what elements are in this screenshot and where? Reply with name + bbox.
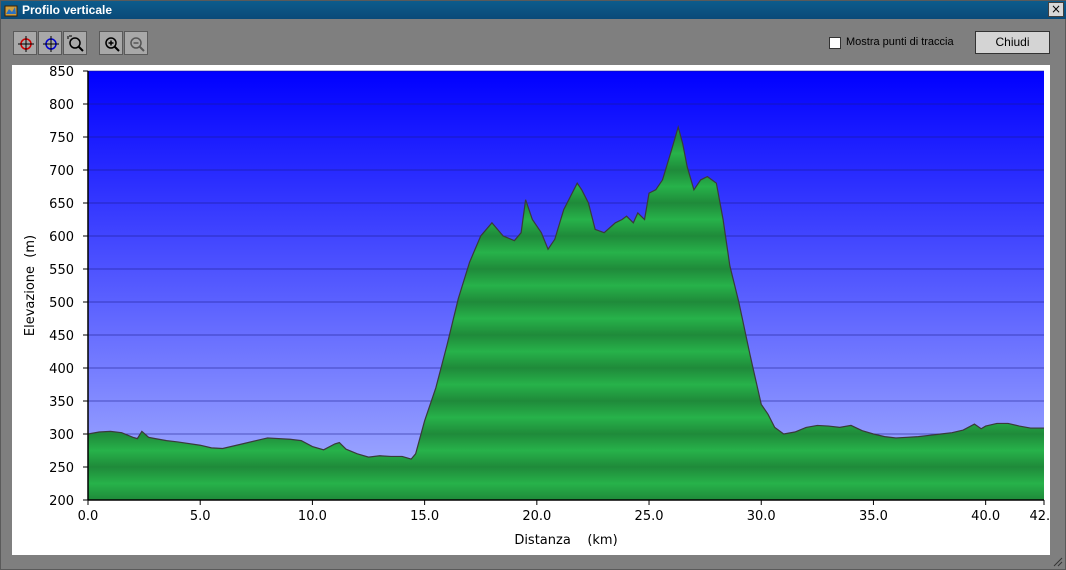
y-tick-labels: 200 250 300 350 400 450 500 550 600 650 700 750 800 8… — [49, 65, 88, 509]
zoom-out-button[interactable] — [124, 31, 148, 55]
x-tick-label: 15.0 — [410, 509, 439, 524]
y-tick-label: 600 — [49, 230, 74, 245]
x-tick-label: 30.0 — [747, 509, 776, 524]
target-blue-button[interactable] — [38, 31, 62, 55]
x-tick-labels: 0.0 5.0 10.0 15.0 20.0 25.0 30.0 35.0 40.0 42.6 — [78, 500, 1050, 524]
y-tick-label: 350 — [49, 395, 74, 410]
y-tick-label: 750 — [49, 131, 74, 146]
zoom-area-icon — [67, 35, 84, 52]
app-icon — [4, 3, 18, 17]
x-tick-label: 40.0 — [971, 509, 1000, 524]
target-red-icon — [18, 36, 34, 52]
elevation-chart-svg: 200 250 300 350 400 450 500 550 600 650 700 750 800 8… — [23, 65, 1050, 548]
y-tick-label: 550 — [49, 263, 74, 278]
target-red-button[interactable] — [13, 31, 37, 55]
target-blue-icon — [43, 36, 59, 52]
y-tick-label: 300 — [49, 428, 74, 443]
show-points-checkbox[interactable] — [829, 37, 841, 49]
y-tick-label: 700 — [49, 164, 74, 179]
zoom-out-icon — [130, 37, 145, 52]
close-button[interactable]: Chiudi — [975, 31, 1050, 54]
y-tick-label: 650 — [49, 197, 74, 212]
zoom-in-icon — [105, 37, 120, 52]
close-icon[interactable]: × — [1048, 2, 1064, 17]
x-tick-label: 25.0 — [635, 509, 664, 524]
x-tick-label: 0.0 — [78, 509, 99, 524]
y-axis-title: Elevazione (m) — [23, 235, 38, 336]
resize-grip-icon[interactable] — [1053, 557, 1063, 567]
y-tick-label: 500 — [49, 296, 74, 311]
x-tick-label: 10.0 — [298, 509, 327, 524]
window-title: Profilo verticale — [22, 3, 113, 17]
x-tick-label: 35.0 — [859, 509, 888, 524]
x-axis-title: Distanza (km) — [514, 533, 617, 548]
title-bar[interactable]: Profilo verticale × — [1, 1, 1066, 19]
x-tick-label: 42.6 — [1030, 509, 1050, 524]
zoom-in-button[interactable] — [99, 31, 123, 55]
y-tick-label: 400 — [49, 362, 74, 377]
x-tick-label: 5.0 — [190, 509, 211, 524]
y-tick-label: 250 — [49, 461, 74, 476]
axes — [87, 71, 1044, 501]
y-tick-label: 450 — [49, 329, 74, 344]
zoom-area-button[interactable] — [63, 31, 87, 55]
y-tick-label: 800 — [49, 98, 74, 113]
x-tick-label: 20.0 — [522, 509, 551, 524]
elevation-band — [88, 467, 1044, 500]
y-tick-label: 200 — [49, 494, 74, 509]
elevation-chart: 200 250 300 350 400 450 500 550 600 650 700 750 800 8… — [12, 65, 1050, 555]
y-tick-label: 850 — [49, 65, 74, 80]
elevation-line — [87, 124, 1044, 460]
show-points-label: Mostra punti di traccia — [846, 36, 954, 48]
